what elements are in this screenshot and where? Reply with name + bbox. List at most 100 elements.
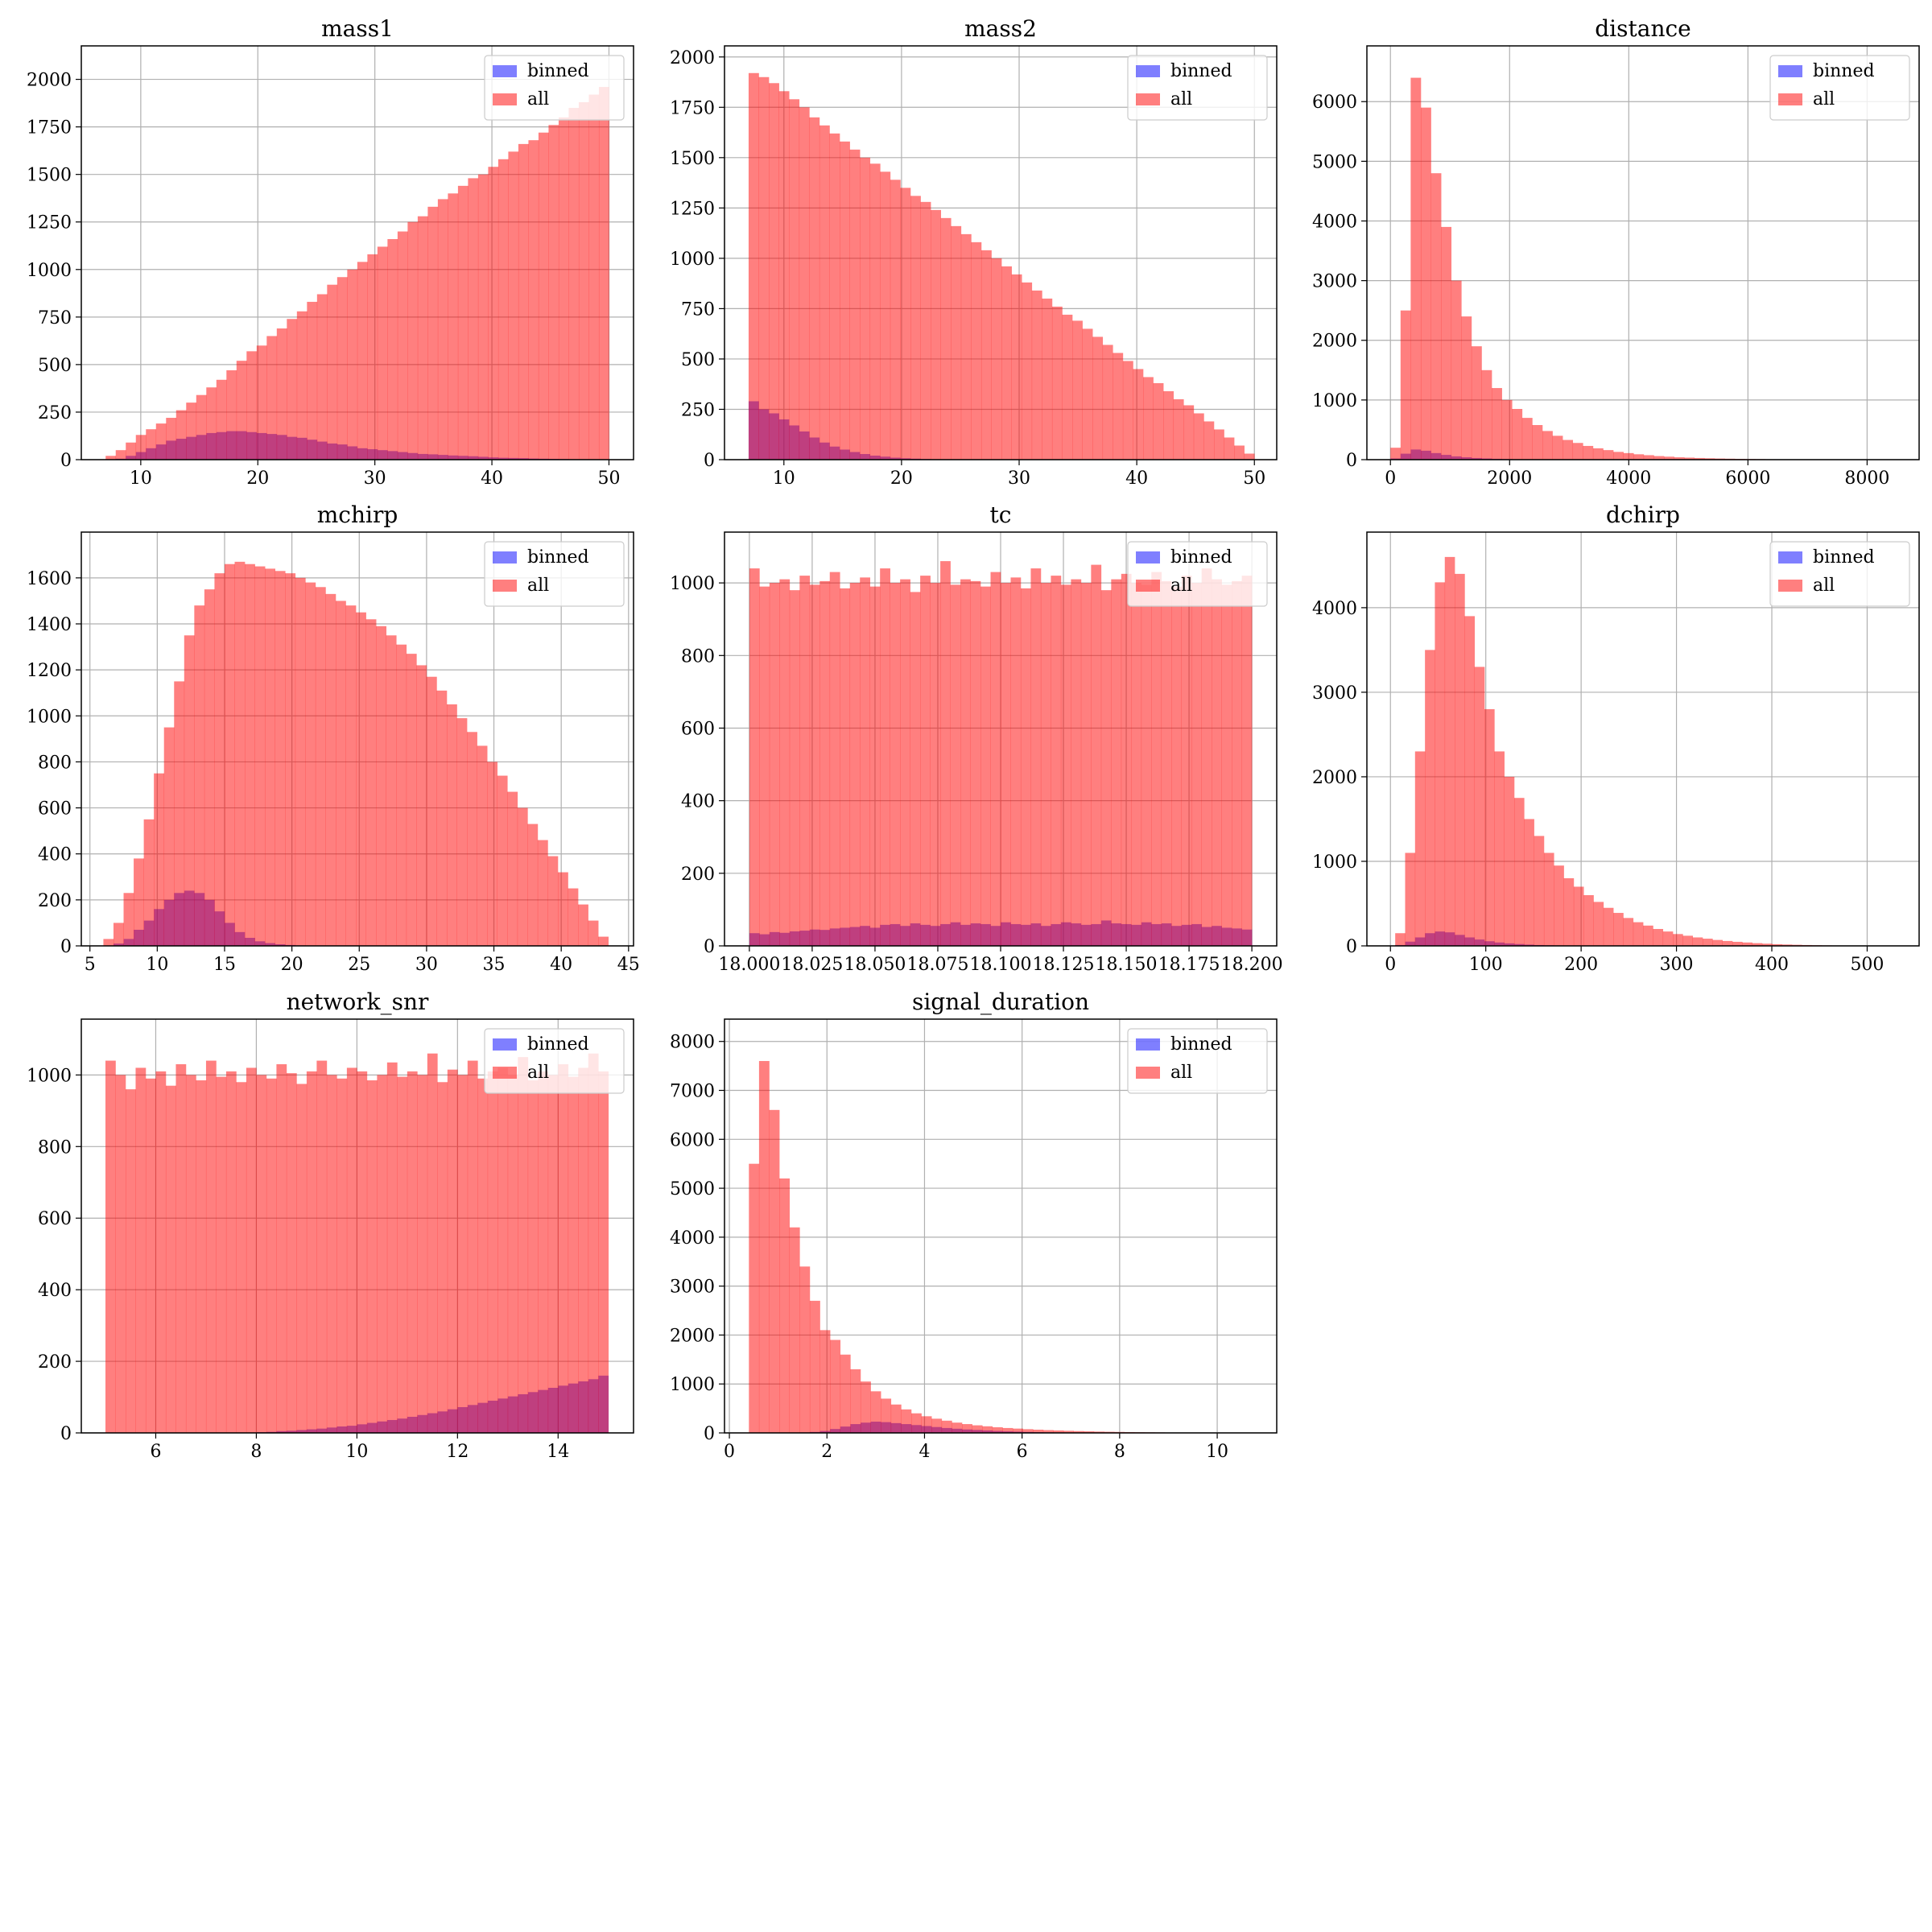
histogram-bar: [427, 206, 439, 460]
histogram-bar: [518, 1057, 529, 1433]
y-tick-label: 8000: [670, 1033, 715, 1053]
histogram-bar: [920, 201, 931, 460]
axes-frame: [80, 1018, 634, 1434]
histogram-bar: [799, 1266, 811, 1433]
legend: binned all: [1127, 55, 1268, 121]
legend-swatch: [493, 551, 517, 564]
histogram-bar: [527, 824, 539, 946]
y-tick-label: 400: [38, 845, 72, 865]
histogram-bar: [135, 1067, 147, 1433]
x-tick-label: 18.150: [1096, 955, 1158, 975]
histogram-bar: [184, 635, 195, 946]
histogram-bar: [588, 94, 600, 460]
histogram-bar: [254, 566, 266, 946]
histogram-bar: [145, 1078, 156, 1433]
x-tick-label: 8: [1114, 1442, 1125, 1462]
legend-box: [1127, 541, 1268, 607]
legend-swatch: [1778, 580, 1802, 592]
histogram-bar: [166, 418, 177, 460]
histogram-bar: [1022, 282, 1033, 460]
histogram-bar: [397, 231, 408, 460]
y-tick-label: 1250: [27, 213, 72, 233]
y-tick-label: 2000: [670, 1326, 715, 1346]
histogram-bar: [869, 163, 881, 460]
axes-frame: [724, 45, 1278, 460]
histogram-bar: [568, 888, 579, 946]
histogram-bar: [1694, 457, 1705, 460]
histogram-bar: [910, 196, 921, 460]
x-tick-label: 6000: [1725, 469, 1770, 489]
histogram-bar: [225, 1071, 237, 1433]
histogram-bar: [1131, 583, 1142, 946]
histogram-bar: [417, 216, 428, 460]
chart-title: distance: [1595, 15, 1690, 42]
histogram-bar: [196, 1080, 207, 1433]
histogram-bar: [809, 584, 820, 946]
histogram-bar: [146, 429, 157, 460]
histogram-bar: [1013, 1428, 1023, 1433]
histogram-bar: [1201, 568, 1212, 946]
histogram-bar: [125, 1089, 136, 1433]
x-tick-label: 2: [821, 1442, 832, 1462]
y-tick-label: 250: [681, 400, 715, 420]
histogram-bar: [126, 442, 137, 460]
histogram-bar: [1030, 568, 1042, 946]
histogram-bar: [1092, 336, 1104, 460]
histogram-bar: [105, 456, 117, 460]
histogram-bar: [1414, 751, 1426, 946]
x-tick-label: 0: [724, 1442, 735, 1462]
y-tick-label: 2000: [670, 48, 715, 68]
y-tick-label: 400: [681, 792, 715, 812]
histogram-bar: [1020, 588, 1031, 946]
series: [1390, 77, 1897, 460]
x-tick-label: 4: [919, 1442, 930, 1462]
histogram-bar: [1224, 437, 1235, 460]
histogram-bar: [1191, 583, 1202, 946]
histogram-bar: [186, 402, 197, 460]
legend-swatch: [1136, 551, 1160, 564]
histogram-bar: [315, 587, 326, 946]
axes-frame: [1366, 45, 1920, 460]
histogram-bar: [357, 1071, 368, 1433]
histogram-bar: [778, 91, 790, 460]
histogram-bar: [316, 294, 328, 460]
histogram-bar: [366, 1080, 378, 1433]
histogram-bar: [175, 1064, 187, 1433]
x-tick-label: 20: [890, 469, 913, 489]
histogram-bar: [307, 301, 318, 460]
histogram-bar: [598, 87, 609, 460]
legend: binned all: [1127, 1028, 1268, 1094]
histogram-bar: [1011, 274, 1022, 460]
x-tick-label: 10: [345, 1442, 368, 1462]
histogram-bar: [990, 572, 1001, 946]
y-tick-label: 500: [681, 350, 715, 370]
histogram-bar: [1082, 328, 1093, 460]
x-tick-label: 18.175: [1158, 955, 1220, 975]
histogram-bar: [1494, 751, 1505, 946]
subplot: 5 10 15 20 25 30 35 40 45 0 200 400 600 800 1000 1200 14…: [27, 502, 640, 975]
histogram-bar: [376, 625, 387, 946]
histogram-bar: [508, 151, 519, 460]
histogram-bar: [1583, 894, 1594, 946]
histogram-bar: [799, 576, 811, 946]
histogram-bar: [769, 83, 779, 460]
histogram-bar: [256, 1075, 267, 1433]
histogram-bar: [1451, 280, 1462, 460]
histogram-bar: [266, 1078, 277, 1433]
x-tick-label: 10: [773, 469, 795, 489]
histogram-bar: [588, 1053, 599, 1433]
axes-frame: [80, 45, 634, 460]
histogram-bar: [426, 676, 437, 946]
x-tick-label: 30: [364, 469, 386, 489]
chart-title: signal_duration: [912, 989, 1089, 1015]
histogram-bar: [578, 101, 589, 460]
histogram-bar: [849, 583, 861, 946]
histogram-bar: [1461, 316, 1472, 460]
series: [103, 561, 609, 946]
legend-swatch: [1778, 93, 1802, 105]
y-tick-label: 1000: [670, 574, 715, 594]
histogram-bar: [880, 171, 891, 460]
y-tick-label: 800: [38, 1137, 72, 1158]
histogram-bar: [1441, 226, 1452, 460]
x-tick-label: 40: [481, 469, 503, 489]
